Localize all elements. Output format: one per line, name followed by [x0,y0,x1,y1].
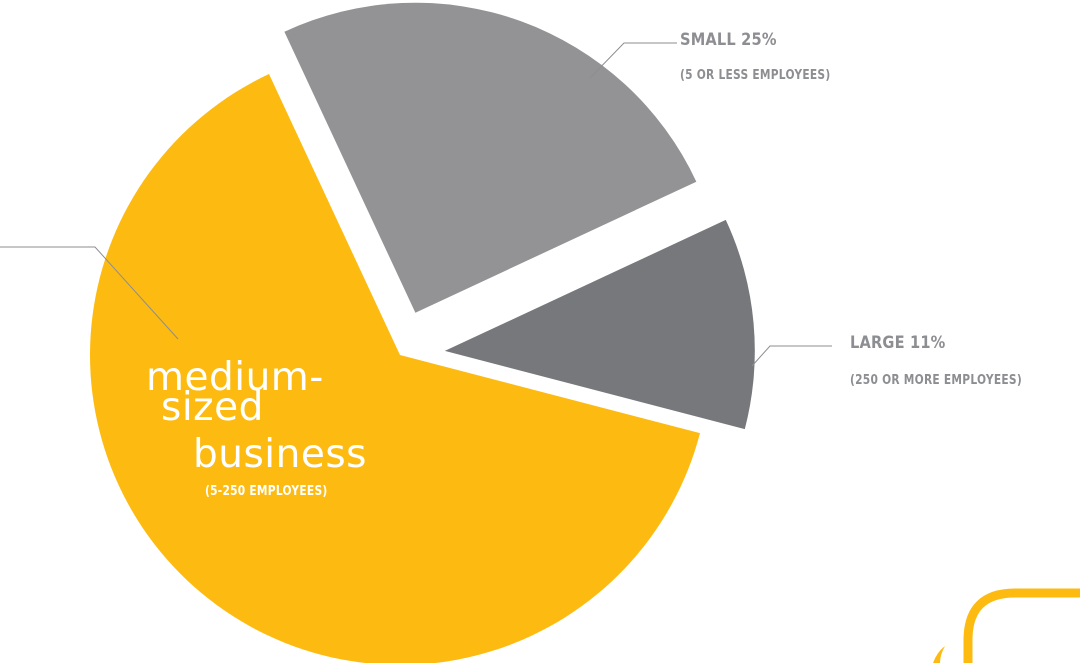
slice-sublabel-large: (250 OR MORE EMPLOYEES) [850,373,1022,388]
slice-sublabel-medium: (5-250 EMPLOYEES) [205,484,328,499]
leader-line-medium [0,246,179,340]
slice-label-medium-line-3: business [193,432,367,477]
pie-slice-small [284,2,697,313]
slice-label-small: SMALL 25% [680,30,777,50]
leader-line-small [589,42,677,79]
pie-slice-large [444,219,755,430]
slice-label-large: LARGE 11% [850,333,946,353]
slice-label-medium-line-1: medium- [146,355,324,400]
slice-sublabel-small: (5 OR LESS EMPLOYEES) [680,68,831,83]
leader-line-large [751,345,832,367]
slice-label-medium-line-2: sized [161,385,264,430]
pie-slice-medium [90,74,700,663]
